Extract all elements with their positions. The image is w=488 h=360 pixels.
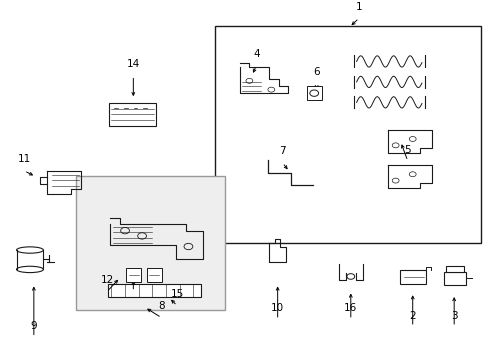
Text: 6: 6 <box>313 67 319 77</box>
Text: 8: 8 <box>158 301 164 311</box>
Text: 4: 4 <box>253 49 260 59</box>
Text: 10: 10 <box>270 303 284 314</box>
Text: 13: 13 <box>126 275 140 285</box>
Text: 14: 14 <box>126 59 140 69</box>
Text: 12: 12 <box>100 275 113 285</box>
Text: 7: 7 <box>279 146 285 156</box>
Text: 2: 2 <box>408 311 415 320</box>
Bar <box>215 26 480 243</box>
Text: 11: 11 <box>18 154 31 165</box>
Text: 5: 5 <box>404 145 410 155</box>
Text: 1: 1 <box>355 2 362 12</box>
Bar <box>399 270 426 284</box>
Bar <box>76 176 224 310</box>
Bar <box>126 268 141 282</box>
Bar <box>147 268 161 282</box>
Text: 15: 15 <box>170 289 183 300</box>
Bar <box>306 86 321 100</box>
Text: 16: 16 <box>344 303 357 314</box>
Bar <box>444 272 465 285</box>
Bar <box>108 284 200 297</box>
Text: 9: 9 <box>30 321 37 331</box>
Text: 3: 3 <box>450 311 457 320</box>
Bar <box>109 103 155 126</box>
Bar <box>446 266 463 272</box>
